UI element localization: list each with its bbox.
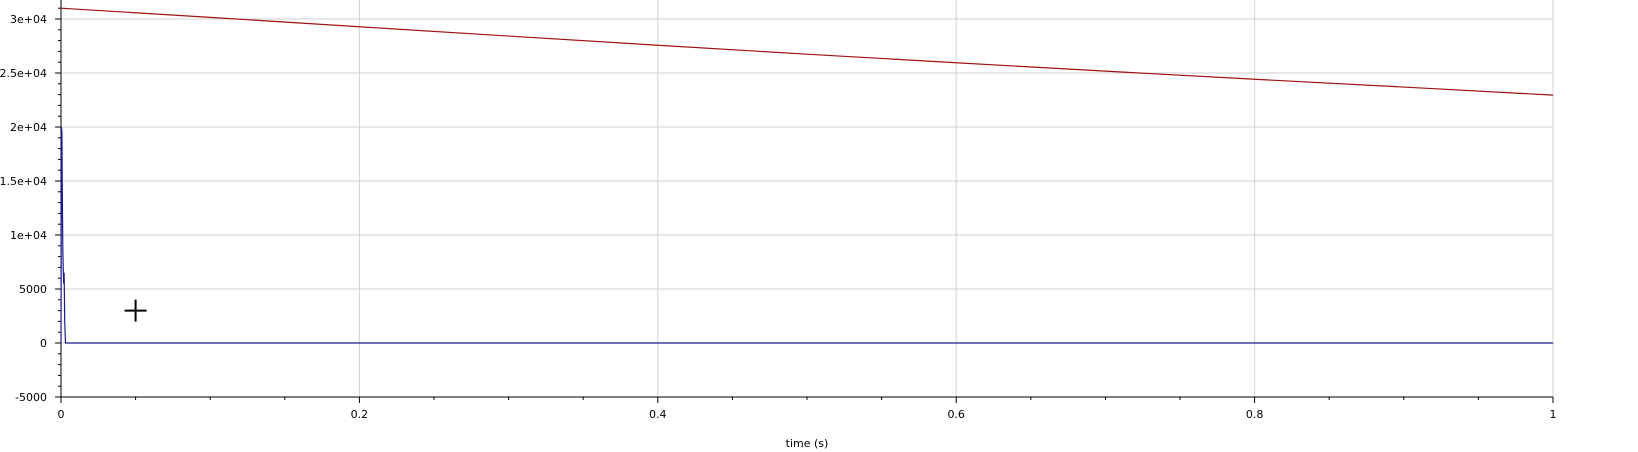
x-tick-label: 0.8 <box>1246 408 1264 421</box>
x-axis-label: time (s) <box>786 437 829 450</box>
y-tick-label: 2.5e+04 <box>0 67 47 80</box>
x-tick-label: 0 <box>58 408 65 421</box>
y-tick-label: 2e+04 <box>10 121 47 134</box>
y-tick-label: 0 <box>40 337 47 350</box>
crosshair-cursor-icon <box>124 299 147 322</box>
x-tick-label: 0.6 <box>947 408 965 421</box>
y-tick-label: 3e+04 <box>10 13 47 26</box>
tick-labels: -5000 0 5000 1e+04 1.5e+04 2e+04 2.5e+04 3e+04 0… <box>0 13 1557 421</box>
grid <box>60 0 1554 398</box>
series-line-2 <box>60 126 1553 344</box>
x-tick-label: 0.2 <box>351 408 369 421</box>
y-tick-label: 5000 <box>19 283 47 296</box>
y-tick-label: 1.5e+04 <box>0 175 47 188</box>
y-tick-label: -5000 <box>15 391 47 404</box>
x-tick-label: 1 <box>1550 408 1557 421</box>
y-tick-label: 1e+04 <box>10 229 47 242</box>
series-line-1 <box>60 7 1554 96</box>
x-tick-label: 0.4 <box>649 408 667 421</box>
series-lines <box>60 7 1554 344</box>
